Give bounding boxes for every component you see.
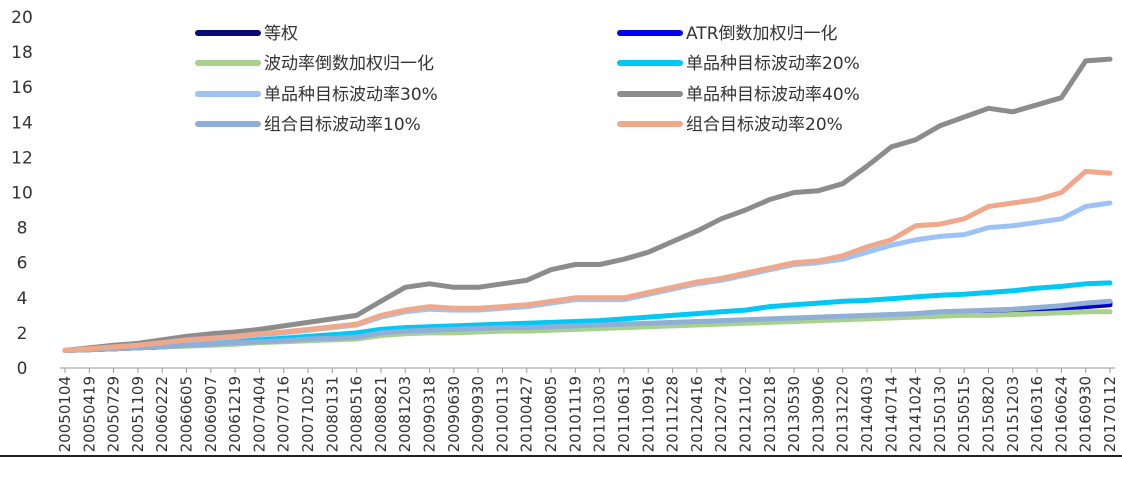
- x-tick-label: 20051109: [129, 376, 147, 452]
- x-tick-label: 20050104: [56, 376, 74, 452]
- x-tick-label: 20120724: [712, 376, 730, 452]
- x-tick-label: 20050419: [80, 376, 98, 452]
- x-tick-label: 20060605: [178, 376, 196, 452]
- legend-label-0: 等权: [264, 24, 298, 44]
- x-tick-label: 20050729: [105, 376, 123, 452]
- x-tick-label: 20080821: [372, 376, 390, 452]
- x-tick-label: 20150820: [979, 376, 997, 452]
- x-tick-label: 20131220: [834, 376, 852, 452]
- y-tick-label: 4: [17, 289, 28, 309]
- x-tick-label: 20060907: [202, 376, 220, 452]
- x-tick-label: 20101119: [566, 376, 584, 452]
- x-tick-label: 20111228: [664, 376, 682, 452]
- x-tick-label: 20090630: [445, 376, 463, 452]
- bottom-rule: [0, 455, 1122, 457]
- x-tick-label: 20100113: [493, 376, 511, 452]
- legend-label-5: 单品种目标波动率40%: [686, 85, 860, 105]
- x-tick-label: 20100427: [518, 376, 536, 452]
- x-tick-label: 20080131: [323, 376, 341, 452]
- legend-label-7: 组合目标波动率20%: [686, 115, 843, 135]
- x-tick-label: 20060222: [153, 376, 171, 452]
- x-tick-label: 20090318: [421, 376, 439, 452]
- legend-label-3: 单品种目标波动率20%: [686, 54, 860, 74]
- x-tick-label: 20110916: [639, 376, 657, 452]
- plot-area: [62, 56, 1113, 353]
- legend-label-2: 波动率倒数加权归一化: [264, 54, 434, 74]
- x-tick-label: 20150515: [955, 376, 973, 452]
- x-tick-label: 20130218: [761, 376, 779, 452]
- x-tick-label: 20120416: [688, 376, 706, 452]
- x-tick-label: 20061219: [226, 376, 244, 452]
- x-tick-label: 20150130: [931, 376, 949, 452]
- x-tick-label: 20071025: [299, 376, 317, 452]
- series-line-7: [62, 168, 1113, 353]
- x-tick-label: 20160624: [1052, 376, 1070, 452]
- y-tick-label: 6: [17, 254, 28, 274]
- y-tick-label: 10: [11, 184, 33, 204]
- x-tick-label: 20100805: [542, 376, 560, 452]
- x-tick-label: 20140403: [858, 376, 876, 452]
- series-line-5: [62, 56, 1113, 353]
- x-tick-label: 20121102: [736, 376, 754, 452]
- x-tick-label: 20160930: [1077, 376, 1095, 452]
- series-line-6: [62, 298, 1113, 353]
- x-tick-label: 20110613: [615, 376, 633, 452]
- y-tick-label: 12: [11, 148, 33, 168]
- x-tick-label: 20090930: [469, 376, 487, 452]
- y-tick-label: 14: [11, 113, 33, 133]
- x-tick-label: 20081203: [396, 376, 414, 452]
- x-tick-label: 20080516: [348, 376, 366, 452]
- x-tick-label: 20160316: [1028, 376, 1046, 452]
- y-tick-label: 8: [17, 219, 28, 239]
- legend-label-6: 组合目标波动率10%: [264, 115, 421, 135]
- x-tick-label: 20070716: [275, 376, 293, 452]
- legend-label-1: ATR倒数加权归一化: [686, 24, 838, 44]
- x-axis: 20050104 20050419 20050729 20051109 20060222…: [56, 367, 1119, 452]
- y-tick-label: 2: [17, 324, 28, 344]
- legend-label-4: 单品种目标波动率30%: [264, 85, 438, 105]
- x-tick-label: 20151203: [1004, 376, 1022, 452]
- y-axis: 0 2 4 6 8 10 12 14 16 18 20: [11, 8, 33, 379]
- x-tick-label: 20130530: [785, 376, 803, 452]
- x-tick-label: 20140714: [882, 376, 900, 452]
- y-tick-label: 16: [11, 78, 33, 98]
- y-tick-label: 18: [11, 43, 33, 63]
- x-tick-label: 20070404: [250, 376, 268, 452]
- y-tick-label: 20: [11, 8, 33, 28]
- y-tick-label: 0: [17, 359, 28, 379]
- x-tick-label: 20130906: [809, 376, 827, 452]
- x-tick-label: 20170112: [1101, 376, 1119, 452]
- x-tick-label: 20141024: [907, 376, 925, 452]
- x-tick-label: 20110303: [591, 376, 609, 452]
